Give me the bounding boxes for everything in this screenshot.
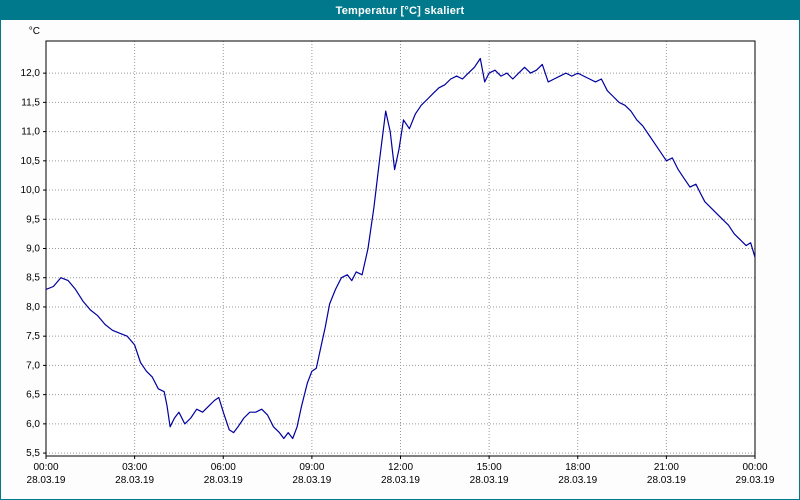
svg-text:28.03.19: 28.03.19 <box>204 475 243 486</box>
y-axis-unit-label: °C <box>29 26 40 37</box>
grid-lines <box>46 41 755 456</box>
svg-text:7,0: 7,0 <box>26 360 40 371</box>
svg-text:15:00: 15:00 <box>477 462 502 473</box>
svg-text:21:00: 21:00 <box>654 462 679 473</box>
window-titlebar: Temperatur [°C] skaliert <box>1 1 799 20</box>
svg-text:00:00: 00:00 <box>33 462 58 473</box>
svg-text:12,0: 12,0 <box>21 68 41 79</box>
y-axis-labels: 5,5 6,0 6,5 7,0 7,5 8,0 8,5 9,0 9,5 10,0 10,5 11,0 1… <box>21 68 41 459</box>
svg-text:8,0: 8,0 <box>26 302 40 313</box>
svg-text:12:00: 12:00 <box>388 462 413 473</box>
svg-text:28.03.19: 28.03.19 <box>381 475 420 486</box>
x-axis-labels: 00:00 28.03.19 03:00 28.03.19 06:00 28.03.19 0… <box>27 462 775 486</box>
svg-text:28.03.19: 28.03.19 <box>115 475 154 486</box>
svg-text:11,5: 11,5 <box>21 97 40 108</box>
svg-text:06:00: 06:00 <box>211 462 236 473</box>
svg-text:11,0: 11,0 <box>21 127 40 138</box>
temperature-line-chart: 5,5 6,0 6,5 7,0 7,5 8,0 8,5 9,0 9,5 10,0 10,5 11,0 1… <box>21 26 775 486</box>
svg-text:29.03.19: 29.03.19 <box>736 475 775 486</box>
svg-text:6,0: 6,0 <box>26 419 40 430</box>
svg-text:10,5: 10,5 <box>21 156 41 167</box>
svg-text:5,5: 5,5 <box>26 448 40 459</box>
svg-text:28.03.19: 28.03.19 <box>470 475 509 486</box>
chart-area: 5,5 6,0 6,5 7,0 7,5 8,0 8,5 9,0 9,5 10,0 10,5 11,0 1… <box>1 20 799 499</box>
svg-text:09:00: 09:00 <box>299 462 324 473</box>
svg-text:8,5: 8,5 <box>26 273 40 284</box>
svg-text:00:00: 00:00 <box>742 462 767 473</box>
window-title: Temperatur [°C] skaliert <box>335 4 465 17</box>
svg-text:7,5: 7,5 <box>26 331 40 342</box>
svg-text:18:00: 18:00 <box>565 462 590 473</box>
svg-text:9,0: 9,0 <box>26 244 40 255</box>
svg-text:9,5: 9,5 <box>26 214 40 225</box>
axis-ticks <box>43 72 756 459</box>
svg-text:28.03.19: 28.03.19 <box>558 475 597 486</box>
series-line-temperatur <box>45 57 756 440</box>
svg-text:28.03.19: 28.03.19 <box>292 475 331 486</box>
svg-text:6,5: 6,5 <box>26 390 40 401</box>
svg-text:03:00: 03:00 <box>122 462 147 473</box>
svg-text:28.03.19: 28.03.19 <box>27 475 66 486</box>
svg-text:28.03.19: 28.03.19 <box>647 475 686 486</box>
svg-text:10,0: 10,0 <box>21 185 41 196</box>
